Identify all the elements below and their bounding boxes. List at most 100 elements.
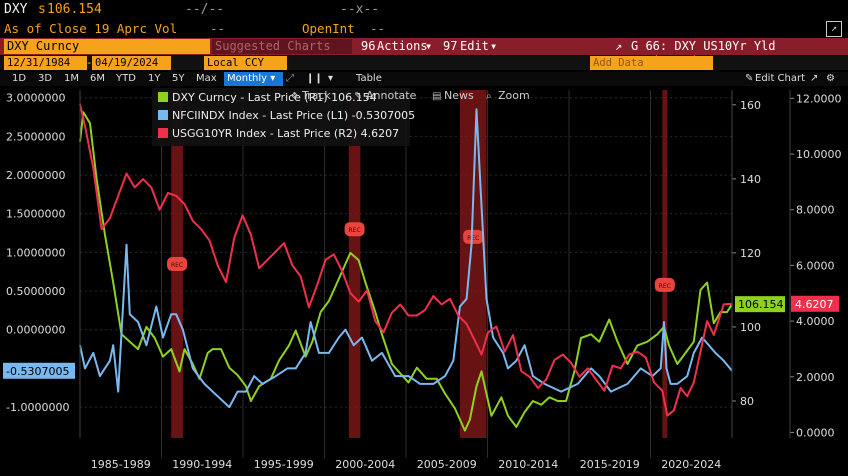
open-interest: -- bbox=[370, 21, 386, 36]
pencil-icon[interactable]: ✎ bbox=[745, 73, 754, 84]
legend-tool-zoom[interactable]: Zoom bbox=[498, 89, 530, 102]
series-line-dxy bbox=[79, 111, 733, 432]
as-of-close: As of Close 19 Aprc Vol bbox=[4, 21, 178, 36]
header-row: DXY s 106.154 --/-- --x-- bbox=[0, 0, 848, 20]
header-row-2: As of Close 19 Aprc Vol -- OpenInt -- ↗ bbox=[0, 20, 848, 38]
recession-marker[interactable] bbox=[167, 257, 188, 271]
left-axis-tick-label: 2.0000000 bbox=[6, 169, 66, 182]
expand-window-icon[interactable]: ↗ bbox=[615, 39, 623, 53]
right-axis-2-tick-label: 6.0000 bbox=[796, 259, 835, 272]
currency-field[interactable]: Local CCY bbox=[204, 56, 287, 70]
right-axis-1-tick-label: 100 bbox=[740, 321, 761, 334]
right-axis-2-tick-label: 2.0000 bbox=[796, 371, 835, 384]
right-axis-2-tick-label: 12.0000 bbox=[796, 92, 842, 105]
x-tick-label: 2000-2004 bbox=[335, 458, 395, 471]
left-axis-tick-label: 3.0000000 bbox=[6, 92, 66, 105]
recession-band bbox=[662, 90, 668, 438]
actions-menu[interactable]: Actions bbox=[377, 39, 428, 53]
legend-swatch bbox=[158, 92, 168, 102]
x-tick-label: 2020-2024 bbox=[661, 458, 721, 471]
x-tick-label: 2015-2019 bbox=[580, 458, 640, 471]
range-max[interactable]: Max bbox=[196, 73, 217, 84]
right-axis-2-tick-label: 8.0000 bbox=[796, 204, 835, 217]
expand-icon[interactable]: ↗ bbox=[826, 21, 842, 37]
left-axis-tick-label: 0.5000000 bbox=[6, 285, 66, 298]
gear-icon[interactable]: ⚙ bbox=[826, 73, 835, 84]
legend-entry: NFCIINDX Index - Last Price (L1) -0.5307… bbox=[172, 109, 415, 122]
right-axis-2-tick-label: 4.0000 bbox=[796, 315, 835, 328]
recession-marker[interactable] bbox=[654, 277, 675, 292]
table-button[interactable]: Table bbox=[356, 73, 382, 84]
x-tick-label: 1995-1999 bbox=[254, 458, 314, 471]
price-prefix: s bbox=[38, 2, 46, 17]
legend-tool-icon[interactable]: ▤ bbox=[432, 91, 441, 102]
actions-dropdown-icon[interactable]: ▾ bbox=[425, 39, 433, 53]
legend-tool-icon[interactable]: ⌕ bbox=[486, 91, 492, 102]
suggested-charts-field[interactable]: Suggested Charts bbox=[212, 39, 352, 54]
legend-tool-icon[interactable]: ❖ bbox=[290, 91, 299, 102]
x-tick-label: 2010-2014 bbox=[498, 458, 558, 471]
dxy-last-value-badge bbox=[735, 296, 785, 313]
date-bar: 12/31/1984 - 04/19/2024 Local CCY Add Da… bbox=[0, 56, 848, 70]
command-bar: DXY Curncy Suggested Charts 96 Actions ▾… bbox=[0, 38, 848, 68]
legend-tool-annotate[interactable]: Annotate bbox=[366, 89, 417, 102]
x-tick-label: 2005-2009 bbox=[417, 458, 477, 471]
left-axis-tick-label: 0.0000000 bbox=[6, 324, 66, 337]
open-interest-label: OpenInt bbox=[302, 21, 355, 36]
legend-box bbox=[152, 88, 410, 146]
end-date-field[interactable]: 04/19/2024 bbox=[92, 56, 171, 70]
chart-type-dropdown-icon[interactable]: ▾ bbox=[328, 73, 334, 84]
chart-title: G 66: DXY US10Yr Yld USFinCond bbox=[631, 39, 776, 68]
range-1d[interactable]: 1D bbox=[12, 73, 27, 84]
start-date-field[interactable]: 12/31/1984 bbox=[4, 56, 87, 70]
right-axis-1-tick-label: 140 bbox=[740, 173, 761, 186]
frequency-select[interactable]: Monthly ▾ bbox=[224, 72, 283, 86]
series-line-nfci bbox=[79, 108, 733, 409]
recession-marker[interactable] bbox=[344, 222, 365, 237]
x-tick-label: 1990-1994 bbox=[172, 458, 232, 471]
edit-dropdown-icon[interactable]: ▾ bbox=[490, 39, 498, 53]
recession-marker-label: REC bbox=[467, 235, 479, 242]
line-chart-icon[interactable]: ⤢ bbox=[286, 73, 294, 84]
legend-tool-news[interactable]: News bbox=[444, 89, 474, 102]
ticker: DXY bbox=[4, 2, 28, 17]
dxy-last-value: 106.154 bbox=[738, 298, 784, 311]
range-3d[interactable]: 3D bbox=[38, 73, 53, 84]
left-axis-tick-label: 1.0000000 bbox=[6, 246, 66, 259]
bar-chart-icon[interactable]: ❙❙ bbox=[306, 73, 323, 84]
range-1y[interactable]: 1Y bbox=[148, 73, 161, 84]
legend-swatch bbox=[158, 128, 168, 138]
edit-num: 97 bbox=[443, 39, 458, 53]
volume: -- bbox=[210, 21, 226, 36]
recession-band bbox=[459, 90, 487, 438]
range-5y[interactable]: 5Y bbox=[172, 73, 185, 84]
last-price: 106.154 bbox=[47, 2, 102, 17]
chart-area[interactable]: REC REC REC REC 1985-1989 1990-1994 1995-1999… bbox=[0, 86, 848, 476]
right-axis-1-tick-label: 160 bbox=[740, 99, 761, 112]
range-6m[interactable]: 6M bbox=[90, 73, 105, 84]
left-axis-tick-label: -1.0000000 bbox=[6, 401, 69, 414]
left-axis-tick-label: 1.5000000 bbox=[6, 208, 66, 221]
range-ytd[interactable]: YTD bbox=[116, 73, 136, 84]
recession-band bbox=[348, 90, 361, 438]
recession-marker[interactable] bbox=[463, 229, 484, 244]
recession-marker-label: REC bbox=[171, 262, 183, 269]
legend-swatch bbox=[158, 110, 168, 120]
actions-num: 96 bbox=[361, 39, 376, 53]
bid-ask: --/-- bbox=[185, 2, 225, 17]
legend-tool-icon[interactable]: ✎ bbox=[354, 91, 362, 102]
legend-tool-track[interactable]: Track bbox=[301, 89, 331, 102]
recession-marker-label: REC bbox=[348, 227, 360, 234]
range-1m[interactable]: 1M bbox=[64, 73, 79, 84]
draw-icon[interactable]: ↗ bbox=[810, 73, 819, 84]
legend-entry: USGG10YR Index - Last Price (R2) 4.6207 bbox=[172, 127, 399, 140]
security-field[interactable]: DXY Curncy bbox=[4, 39, 210, 54]
right-axis-2-tick-label: 0.0000 bbox=[796, 426, 835, 439]
nfci-last-value: -0.5307005 bbox=[6, 365, 69, 378]
edit-chart-button[interactable]: Edit Chart bbox=[755, 73, 806, 84]
left-axis-tick-label: 2.5000000 bbox=[6, 130, 66, 143]
right-axis-2-tick-label: 10.0000 bbox=[796, 148, 842, 161]
bid-ask-size: --x-- bbox=[340, 2, 380, 17]
edit-menu[interactable]: Edit bbox=[460, 39, 489, 53]
add-data-field[interactable]: Add Data bbox=[590, 56, 713, 70]
